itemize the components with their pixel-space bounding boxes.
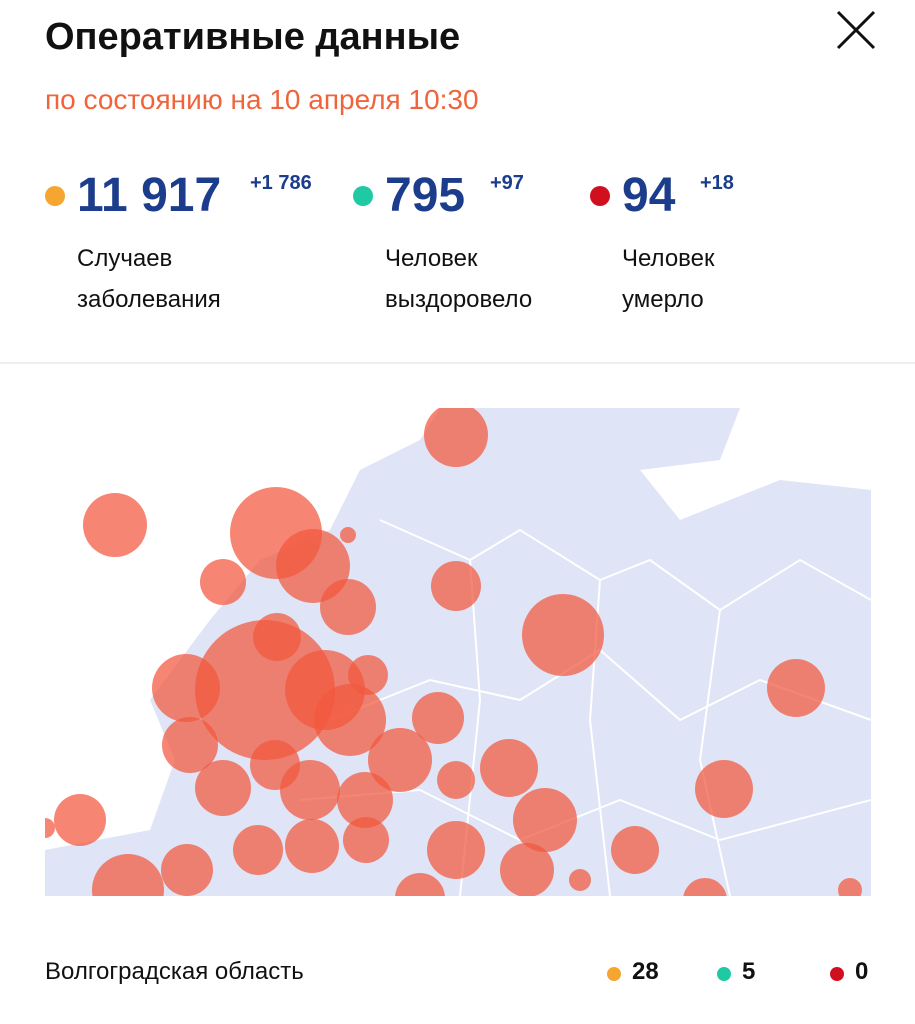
status-dot <box>590 186 610 206</box>
label-line: Случаев <box>77 245 173 272</box>
stat-delta: +18 <box>700 172 734 194</box>
label-line: заболевания <box>77 286 221 313</box>
stat-value: 795 <box>385 169 466 222</box>
map-area <box>45 408 871 896</box>
status-dot <box>607 967 621 981</box>
bubbles <box>45 408 862 896</box>
map <box>45 408 871 896</box>
stat-value: 11 917 <box>77 169 222 222</box>
region-value: 5 <box>742 958 756 985</box>
stat-value: 94 <box>622 169 676 222</box>
stat-label: Человек умерло <box>622 238 715 320</box>
label-line: Человек <box>385 245 478 272</box>
status-dot <box>45 186 65 206</box>
title: Оперативные данные <box>45 16 461 58</box>
stat-delta: +97 <box>490 172 524 194</box>
label-line: Человек <box>622 245 715 272</box>
status-dot <box>353 186 373 206</box>
separator <box>0 362 915 364</box>
close-icon <box>836 10 876 50</box>
subtitle: по состоянию на 10 апреля 10:30 <box>45 84 479 115</box>
region-name: Волгоградская область <box>45 958 304 985</box>
region-value: 28 <box>632 958 659 985</box>
label-line: умерло <box>622 286 704 313</box>
close-button[interactable] <box>836 10 876 50</box>
land <box>45 408 871 896</box>
stat-label: Человек выздоровело <box>385 238 532 320</box>
stat-label: Случаев заболевания <box>77 238 221 320</box>
label-line: выздоровело <box>385 286 533 313</box>
status-dot <box>830 967 844 981</box>
region-value: 0 <box>855 958 869 985</box>
status-dot <box>717 967 731 981</box>
stat-delta: +1 786 <box>250 172 312 194</box>
